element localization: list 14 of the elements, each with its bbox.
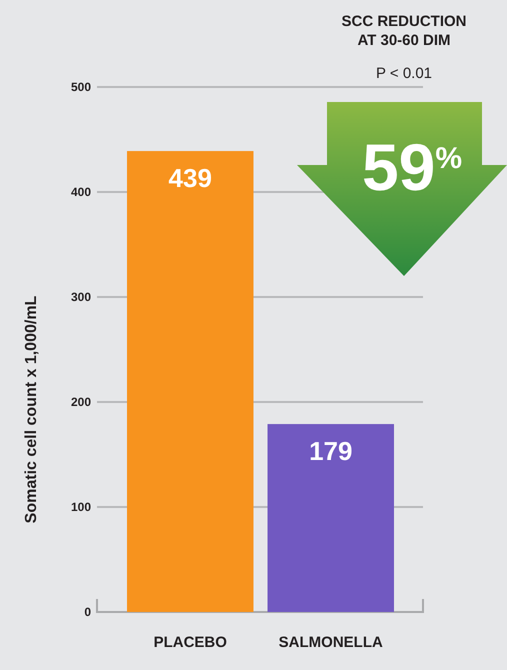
annotation: 59% — [362, 130, 462, 204]
data-label: 179 — [309, 436, 352, 466]
y-tick-label: 100 — [70, 500, 92, 514]
y-axis-title: Somatic cell count x 1,000/mL — [23, 295, 40, 524]
x-tick-label: PLACEBO — [154, 634, 228, 651]
y-tick-label: 300 — [70, 290, 92, 304]
y-tick-label: 0 — [84, 605, 92, 620]
text: P < 0.01 — [376, 65, 432, 82]
y-tick-label: 400 — [70, 185, 92, 200]
data-label: 439 — [168, 163, 212, 194]
y-tick-label: 200 — [70, 395, 92, 410]
y-tick-label: 500 — [70, 80, 92, 94]
x-tick-label: SALMONELLA — [278, 634, 383, 651]
text: SCC REDUCTION AT 30-60 DIM — [341, 13, 467, 49]
